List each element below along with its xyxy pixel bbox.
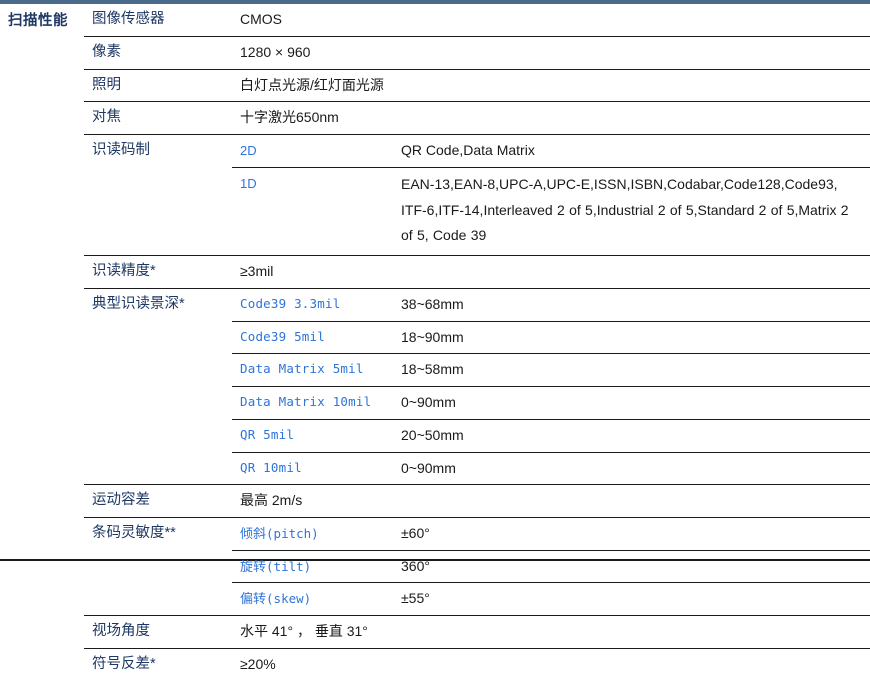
row-value: 0~90mm — [393, 386, 870, 420]
row-value: EAN-13,EAN-8,UPC-A,UPC-E,ISSN,ISBN,Codab… — [393, 166, 870, 256]
row-value: 18~90mm — [393, 320, 870, 354]
specification-table: 扫描性能 图像传感器 CMOS 像素 1280 × 960 照明 白灯点光源/红… — [0, 4, 870, 681]
row-sublabel: QR 5mil — [232, 418, 393, 453]
table-row: QR 5mil 20~50mm — [0, 418, 870, 453]
table-row: QR 10mil 0~90mm — [0, 451, 870, 485]
row-sublabel: 旋转(tilt) — [232, 549, 393, 583]
table-row: 典型识读景深* Code39 3.3mil 38~68mm — [0, 288, 870, 485]
table-row: 条码灵敏度** 倾斜(pitch) ±60° — [0, 516, 870, 616]
row-value: 20~50mm — [393, 418, 870, 453]
table-row: 扫描性能 图像传感器 CMOS — [0, 4, 870, 36]
row-label: 条码灵敏度** — [84, 516, 232, 616]
table-row: 识读精度* ≥3mil — [0, 255, 870, 289]
table-row: 运动容差 最高 2m/s — [0, 484, 870, 518]
row-sublabel: 偏转(skew) — [232, 582, 393, 616]
row-label: 对焦 — [84, 101, 232, 135]
row-sublabel: QR 10mil — [232, 451, 393, 485]
row-value: 38~68mm — [393, 288, 870, 322]
row-label: 识读码制 — [84, 133, 232, 256]
row-sublabel: Data Matrix 10mil — [232, 386, 393, 420]
row-label: 符号反差* — [84, 647, 232, 681]
table-row: 识读码制 2D QR Code,Data Matrix — [0, 133, 870, 256]
row-value: ±55° — [393, 582, 870, 616]
table-row: 1D EAN-13,EAN-8,UPC-A,UPC-E,ISSN,ISBN,Co… — [0, 166, 870, 256]
row-value: CMOS — [240, 11, 282, 27]
row-value: ±60° — [393, 516, 870, 551]
table-row: 视场角度 水平 41° ， 垂直 31° — [0, 615, 870, 649]
row-sublabel: Data Matrix 5mil — [232, 353, 393, 387]
row-value: QR Code,Data Matrix — [393, 134, 870, 168]
row-value: 360° — [393, 549, 870, 583]
row-label: 图像传感器 — [92, 11, 165, 27]
row-label: 像素 — [84, 35, 232, 69]
row-sublabel: 2D — [232, 134, 393, 168]
table-row: Data Matrix 10mil 0~90mm — [0, 386, 870, 420]
table-row: Code39 5mil 18~90mm — [0, 320, 870, 354]
row-label: 识读精度* — [84, 255, 232, 289]
table-row: 像素 1280 × 960 — [0, 35, 870, 69]
sublabel-cn: 倾斜 — [240, 525, 267, 541]
row-value: 最高 2m/s — [232, 484, 870, 518]
row-label: 视场角度 — [84, 615, 232, 649]
row-label: 照明 — [84, 68, 232, 102]
row-value: 水平 41° ， 垂直 31° — [232, 615, 870, 649]
table-row: 符号反差* ≥20% — [0, 647, 870, 681]
row-value: 1280 × 960 — [232, 35, 870, 69]
row-sublabel: Code39 5mil — [232, 320, 393, 354]
row-sublabel: 倾斜(pitch) — [232, 516, 393, 551]
row-value: ≥3mil — [232, 255, 870, 289]
table-row: 对焦 十字激光650nm — [0, 101, 870, 135]
row-value: 0~90mm — [393, 451, 870, 485]
sublabel-latin: (skew) — [266, 591, 312, 607]
row-value: 18~58mm — [393, 353, 870, 387]
row-value: 白灯点光源/红灯面光源 — [232, 68, 870, 102]
section-title: 扫描性能 — [8, 13, 68, 29]
row-label: 典型识读景深* — [84, 288, 232, 485]
table-row: Data Matrix 5mil 18~58mm — [0, 353, 870, 387]
sublabel-cn: 偏转 — [240, 591, 267, 607]
table-row: 照明 白灯点光源/红灯面光源 — [0, 68, 870, 102]
row-sublabel: Code39 3.3mil — [232, 288, 393, 322]
row-sublabel: 1D — [232, 166, 393, 256]
row-value: 十字激光650nm — [232, 101, 870, 135]
row-value: ≥20% — [232, 647, 870, 681]
row-label: 运动容差 — [84, 484, 232, 518]
sublabel-latin: (pitch) — [266, 525, 319, 541]
